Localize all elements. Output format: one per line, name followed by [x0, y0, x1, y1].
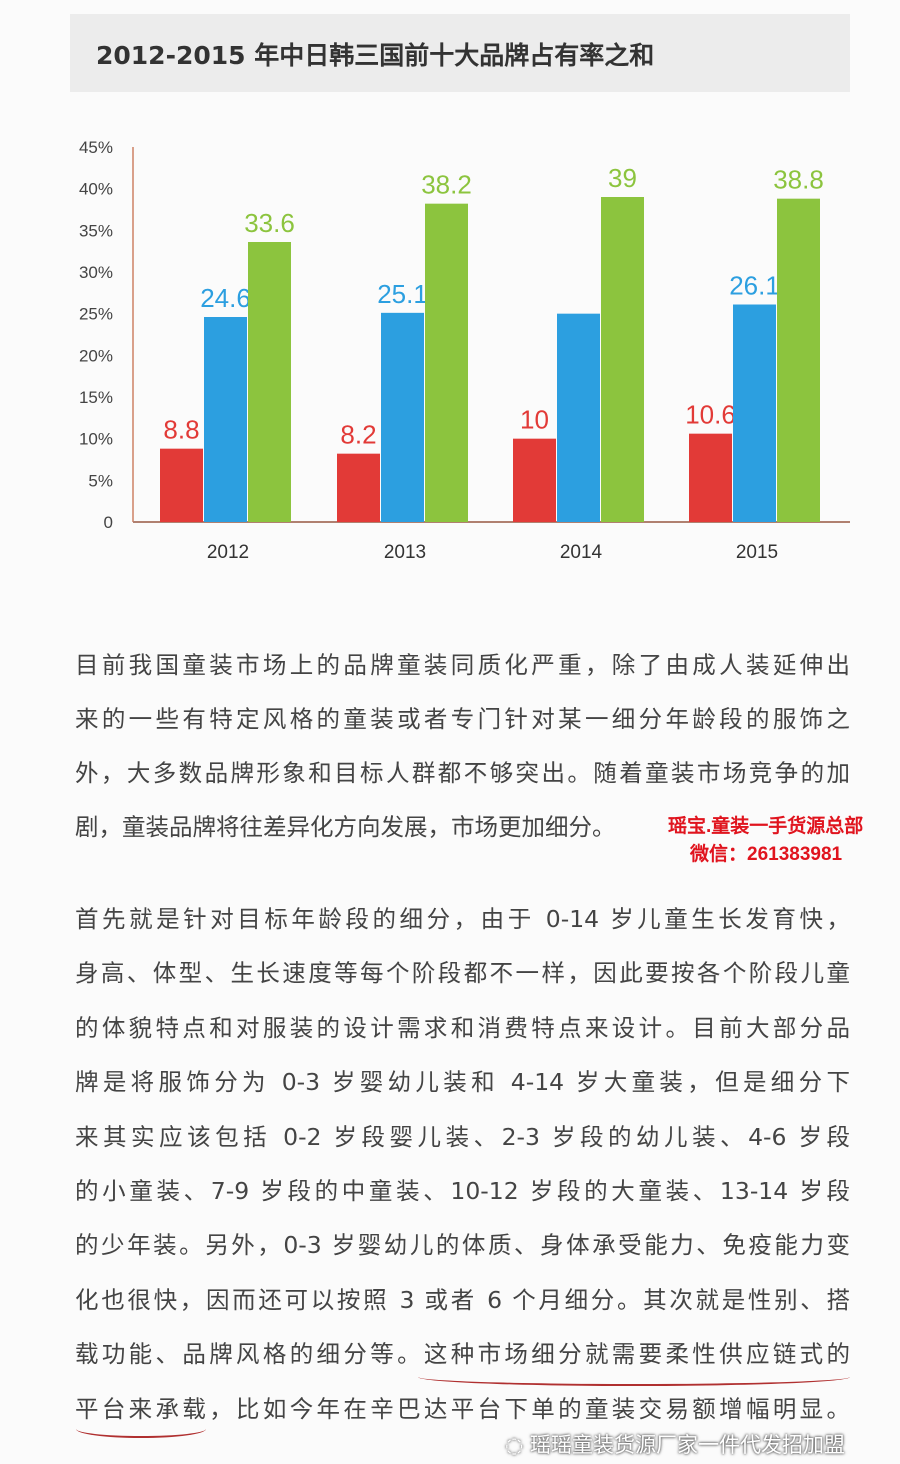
- data-label: 24.6: [200, 283, 251, 313]
- wechat-icon: ◌: [505, 1433, 530, 1457]
- y-tick-label: 15%: [79, 388, 113, 407]
- data-label: 8.8: [163, 415, 199, 445]
- handdrawn-underline: [418, 1368, 850, 1386]
- y-tick-label: 20%: [79, 346, 113, 365]
- bar: [160, 448, 203, 522]
- x-tick-label: 2013: [384, 542, 426, 563]
- red-note-line2: 微信：261383981: [690, 844, 843, 865]
- handdrawn-underline: [76, 1420, 206, 1438]
- x-tick-label: 2015: [736, 542, 778, 563]
- chart-title: 2012-2015 年中日韩三国前十大品牌占有率之和: [96, 41, 655, 70]
- text-line: 的体貌特点和对服装的设计需求和消费特点来设计。目前大部分品: [75, 1013, 850, 1042]
- text-line: 牌是将服饰分为 0-3 岁婴幼儿装和 4-14 岁大童装，但是细分下: [75, 1068, 850, 1097]
- data-label: 38.2: [421, 170, 472, 200]
- y-tick-label: 45%: [79, 138, 113, 157]
- bar: [557, 313, 600, 522]
- data-label: 25.1: [377, 279, 428, 309]
- text-line: 化也很快，因而还可以按照 3 或者 6 个月细分。其次就是性别、搭: [75, 1285, 850, 1314]
- bar: [601, 197, 644, 522]
- text-line: 平台来承载，比如今年在辛巴达平台下单的童装交易额增幅明显。: [75, 1394, 850, 1423]
- red-note-line1: 瑶宝.童装一手货源总部: [668, 816, 864, 837]
- bar: [689, 433, 732, 522]
- y-tick-label: 0: [104, 513, 113, 532]
- text-line: 来的一些有特定风格的童装或者专门针对某一细分年龄段的服饰之: [75, 705, 850, 733]
- data-label: 39: [608, 163, 637, 193]
- data-label: 10: [520, 405, 549, 435]
- bar-chart: 0 5% 10% 15% 20% 25% 30% 35% 40% 45% 2012 8.8 24.6 33…: [79, 138, 850, 563]
- bar: [337, 453, 380, 522]
- text-line: 的小童装、7-9 岁段的中童装、10-12 岁段的大童装、13-14 岁段: [75, 1177, 850, 1205]
- data-label: 10.6: [685, 400, 736, 430]
- bar: [777, 198, 820, 522]
- text-line: 身高、体型、生长速度等每个阶段都不一样，因此要按各个阶段儿童: [75, 959, 850, 988]
- bar: [733, 304, 776, 522]
- text-line: 载功能、品牌风格的细分等。这种市场细分就需要柔性供应链式的: [75, 1340, 850, 1369]
- bar: [513, 438, 556, 522]
- bar: [204, 317, 247, 522]
- chart-title-box: 2012-2015 年中日韩三国前十大品牌占有率之和: [70, 14, 850, 92]
- x-tick-label: 2012: [207, 542, 249, 563]
- data-label: 38.8: [773, 165, 824, 195]
- y-tick-label: 25%: [79, 305, 113, 324]
- text-line: 首先就是针对目标年龄段的细分，由于 0-14 岁儿童生长发育快，: [75, 905, 850, 933]
- y-tick-label: 5%: [88, 471, 113, 490]
- footer-watermark: ◌ 瑶瑶童装货源厂家一件代发招加盟: [505, 1433, 845, 1457]
- data-label: 26.1: [729, 271, 780, 301]
- bar: [248, 242, 291, 522]
- bar: [381, 312, 424, 522]
- y-tick-label: 40%: [79, 180, 113, 199]
- text-line: 的少年装。另外，0-3 岁婴幼儿的体质、身体承受能力、免疫能力变: [75, 1231, 850, 1260]
- x-tick-label: 2014: [560, 542, 603, 563]
- text-line: 外，大多数品牌形象和目标人群都不够突出。随着童装市场竞争的加: [75, 759, 850, 787]
- y-tick-label: 35%: [79, 221, 113, 240]
- bar: [425, 203, 468, 522]
- y-tick-label: 30%: [79, 263, 113, 282]
- text-line: 剧，童装品牌将往差异化方向发展，市场更加细分。: [75, 813, 616, 841]
- y-tick-label: 10%: [79, 430, 113, 449]
- text-line: 来其实应该包括 0-2 岁段婴儿装、2-3 岁段的幼儿装、4-6 岁段: [75, 1122, 850, 1151]
- data-label: 8.2: [340, 420, 376, 450]
- text-line: 目前我国童装市场上的品牌童装同质化严重，除了由成人装延伸出: [75, 651, 850, 679]
- data-label: 33.6: [244, 208, 295, 238]
